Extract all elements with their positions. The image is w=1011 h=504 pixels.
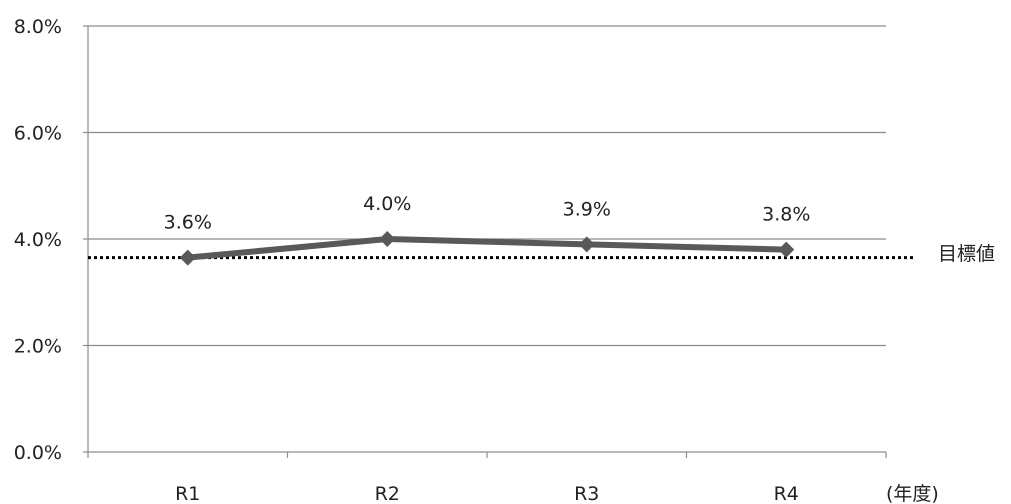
x-tick-label: R2	[375, 483, 400, 504]
x-tick-label: R3	[574, 483, 599, 504]
data-labels: 3.6% 4.0% 3.9% 3.8%	[164, 193, 811, 234]
data-point-marker	[578, 236, 595, 253]
y-tick-label: 2.0%	[14, 336, 62, 358]
series-line-path	[187, 236, 787, 261]
reference-line-label: 目標値	[938, 243, 995, 265]
data-point-marker	[379, 231, 396, 247]
y-tick-label: 8.0%	[14, 16, 62, 38]
x-axis-unit-label: (年度)	[886, 483, 939, 504]
series-line	[179, 231, 795, 266]
x-tick-label: R1	[175, 483, 200, 504]
data-point-marker	[179, 249, 196, 266]
data-label: 3.8%	[762, 204, 810, 226]
data-label: 4.0%	[363, 193, 411, 215]
data-point-marker	[778, 241, 795, 258]
x-tick-label: R4	[774, 483, 799, 504]
x-axis: R1 R2 R3 R4	[87, 26, 887, 504]
y-tick-label: 6.0%	[14, 123, 62, 145]
data-label: 3.9%	[563, 198, 611, 220]
data-label: 3.6%	[164, 212, 212, 234]
y-tick-label: 4.0%	[14, 229, 62, 251]
y-tick-label: 0.0%	[14, 442, 62, 464]
y-axis-tick-labels: 0.0% 2.0% 4.0% 6.0% 8.0%	[14, 16, 62, 464]
